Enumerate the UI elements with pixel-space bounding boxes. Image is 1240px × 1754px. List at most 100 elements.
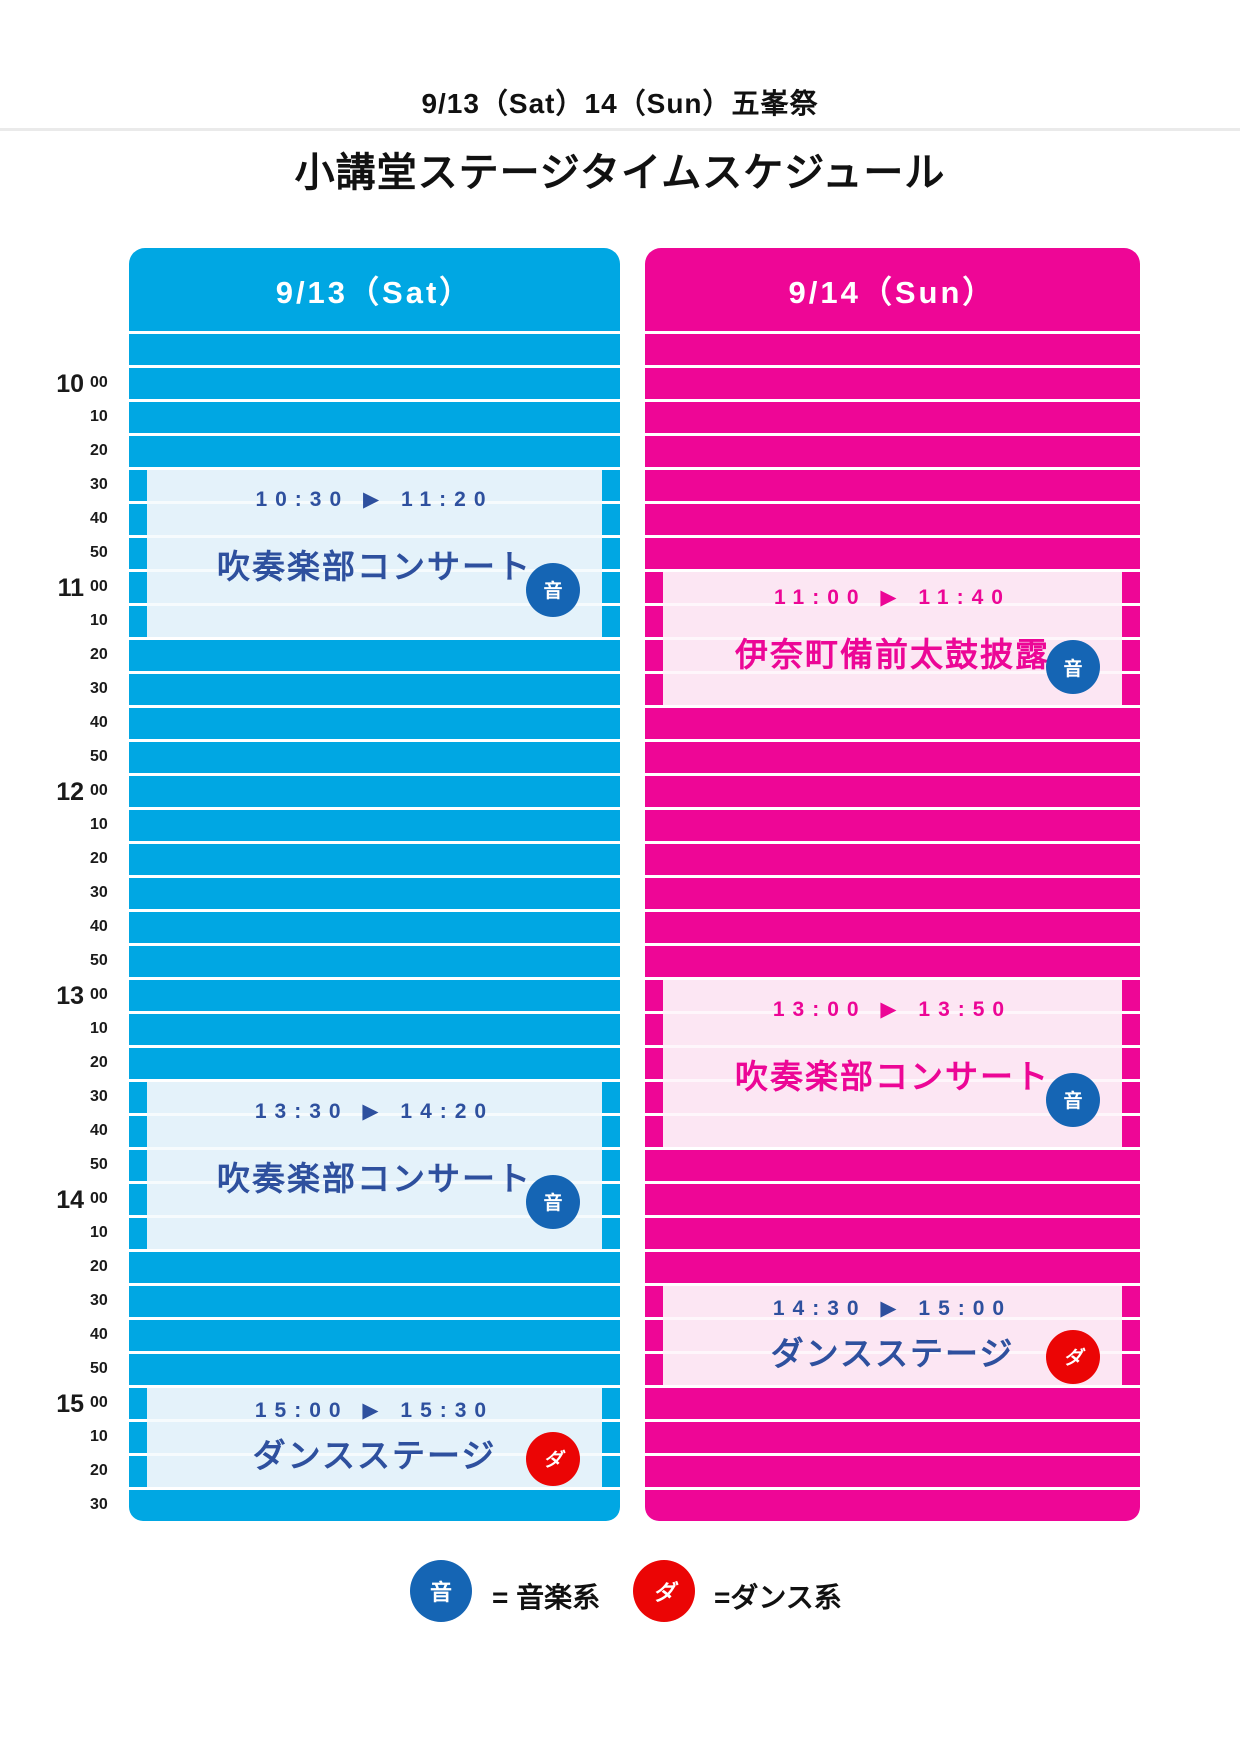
time-minute-label: 00 <box>90 782 108 799</box>
event-title: 吹奏楽部コンサート <box>217 1159 532 1197</box>
time-minute-label: 20 <box>90 1054 108 1071</box>
time-minute-label: 40 <box>90 1326 108 1343</box>
time-row-stripe <box>129 1252 620 1283</box>
time-row-stripe <box>645 436 1140 467</box>
time-row-stripe <box>645 334 1140 365</box>
time-row-stripe <box>645 1184 1140 1215</box>
dance-badge-icon: ダ <box>526 1431 580 1486</box>
page-title-top: 9/13（Sat）14（Sun）五峯祭 <box>421 88 819 119</box>
time-minute-label: 10 <box>90 816 108 833</box>
time-row-stripe <box>129 368 620 399</box>
time-row-stripe <box>645 1252 1140 1283</box>
time-row-stripe <box>645 1490 1140 1521</box>
event-gridline <box>663 670 1122 674</box>
time-row-stripe <box>645 1218 1140 1249</box>
time-minute-label: 00 <box>90 578 108 595</box>
time-hour-label: 10 <box>56 370 84 398</box>
time-row-stripe <box>129 708 620 739</box>
time-row-stripe <box>645 742 1140 773</box>
time-minute-label: 30 <box>90 680 108 697</box>
event-gridline <box>663 1316 1122 1320</box>
time-row-stripe <box>129 402 620 433</box>
day-header-sun: 9/14（Sun） <box>645 248 1140 331</box>
event-card: 13:30 ▶ 14:20 吹奏楽部コンサート音 <box>147 1082 602 1249</box>
time-hour-label: 14 <box>56 1186 84 1214</box>
time-minute-label: 50 <box>90 748 108 765</box>
time-hour-label: 11 <box>57 574 84 602</box>
music-badge-icon: 音 <box>526 1174 580 1229</box>
time-row-stripe <box>129 810 620 841</box>
time-row-stripe <box>129 844 620 875</box>
time-minute-label: 30 <box>90 1088 108 1105</box>
day-header-sat: 9/13（Sat） <box>129 248 620 331</box>
time-minute-label: 50 <box>90 1360 108 1377</box>
time-minute-label: 40 <box>90 918 108 935</box>
time-row-stripe <box>645 878 1140 909</box>
time-minute-label: 40 <box>90 714 108 731</box>
time-hour-label: 13 <box>56 982 84 1010</box>
time-minute-label: 20 <box>90 1258 108 1275</box>
event-gridline <box>147 1112 602 1116</box>
time-row-stripe <box>645 810 1140 841</box>
title-divider <box>0 128 1240 131</box>
time-row-stripe <box>129 1354 620 1385</box>
time-minute-label: 50 <box>90 1156 108 1173</box>
time-minute-label: 00 <box>90 374 108 391</box>
event-gridline <box>147 1418 602 1422</box>
event-title: ダンスステージ <box>770 1335 1015 1373</box>
time-minute-label: 10 <box>90 1224 108 1241</box>
time-row-stripe <box>645 470 1140 501</box>
time-row-stripe <box>129 980 620 1011</box>
event-gridline <box>147 1146 602 1150</box>
time-row-stripe <box>645 844 1140 875</box>
time-minute-label: 10 <box>90 408 108 425</box>
event-card: 11:00 ▶ 11:40 伊奈町備前太鼓披露音 <box>663 572 1122 705</box>
event-gridline <box>147 500 602 504</box>
time-row-stripe <box>129 946 620 977</box>
event-title: ダンスステージ <box>252 1437 497 1475</box>
music-badge-icon: 音 <box>1046 640 1100 695</box>
time-row-stripe <box>129 1014 620 1045</box>
time-row-stripe <box>129 674 620 705</box>
event-gridline <box>663 1010 1122 1014</box>
time-minute-label: 00 <box>90 1190 108 1207</box>
event-gridline <box>147 1180 602 1184</box>
time-minute-label: 30 <box>90 884 108 901</box>
event-time-range: 15:00 ▶ 15:30 <box>254 1398 495 1422</box>
time-minute-label: 30 <box>90 1292 108 1309</box>
event-gridline <box>147 1214 602 1218</box>
time-row-stripe <box>645 504 1140 535</box>
time-minute-label: 00 <box>90 1394 108 1411</box>
time-hour-label: 12 <box>56 778 84 806</box>
time-row-stripe <box>645 1422 1140 1453</box>
event-time-range: 10:30 ▶ 11:20 <box>255 487 494 511</box>
time-hour-label: 15 <box>56 1390 84 1418</box>
time-minute-label: 10 <box>90 1428 108 1445</box>
time-minute-label: 20 <box>90 646 108 663</box>
time-row-stripe <box>645 1150 1140 1181</box>
page-title-main: 小講堂ステージタイムスケジュール <box>294 151 946 195</box>
time-row-stripe <box>645 1456 1140 1487</box>
event-card: 14:30 ▶ 15:00 ダンスステージダ <box>663 1286 1122 1385</box>
time-row-stripe <box>129 742 620 773</box>
time-minute-label: 20 <box>90 1462 108 1479</box>
time-row-stripe <box>129 334 620 365</box>
event-title: 吹奏楽部コンサート <box>735 1057 1050 1095</box>
time-minute-label: 10 <box>90 1020 108 1037</box>
time-row-stripe <box>129 878 620 909</box>
time-minute-label: 50 <box>90 952 108 969</box>
time-minute-label: 40 <box>90 510 108 527</box>
time-minute-label: 20 <box>90 442 108 459</box>
event-card: 15:00 ▶ 15:30 ダンスステージダ <box>147 1388 602 1487</box>
dance-badge-icon: ダ <box>1046 1329 1100 1384</box>
time-minute-label: 10 <box>90 612 108 629</box>
event-time-range: 14:30 ▶ 15:00 <box>772 1296 1013 1320</box>
music-badge-icon: 音 <box>1046 1072 1100 1127</box>
event-gridline <box>663 1078 1122 1082</box>
event-time-range: 11:00 ▶ 11:40 <box>774 586 1011 610</box>
time-row-stripe <box>129 1048 620 1079</box>
time-row-stripe <box>129 436 620 467</box>
event-card: 13:00 ▶ 13:50 吹奏楽部コンサート音 <box>663 980 1122 1147</box>
event-gridline <box>147 534 602 538</box>
time-row-stripe <box>645 946 1140 977</box>
